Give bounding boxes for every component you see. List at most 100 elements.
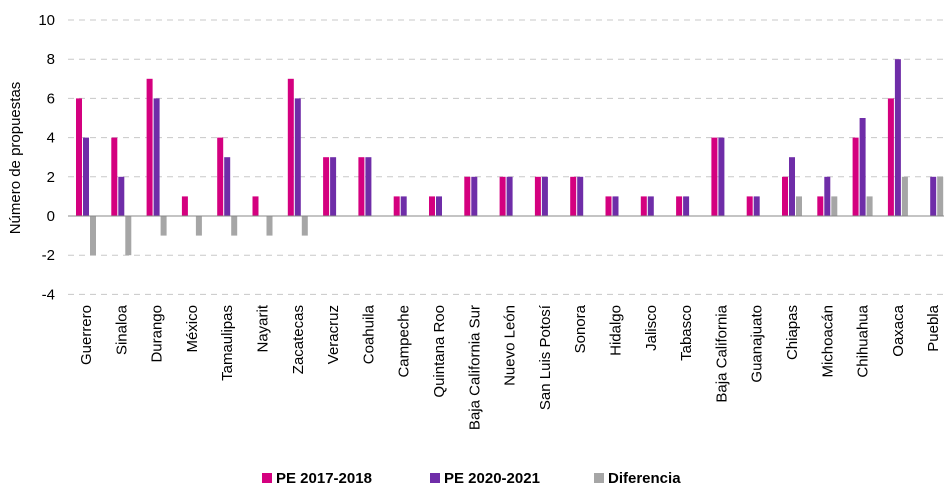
bar-pe-2020-2021 <box>753 196 760 216</box>
bar-pe-2017-2018 <box>570 176 577 216</box>
category-label: Sinaloa <box>113 304 130 355</box>
category-label: Michoacán <box>819 305 836 378</box>
bar-diferencia <box>231 216 238 236</box>
bar-pe-2017-2018 <box>76 98 82 216</box>
bar-pe-2020-2021 <box>365 157 372 216</box>
category-label: Coahuila <box>360 304 377 364</box>
bar-pe-2020-2021 <box>471 176 478 216</box>
bar-pe-2017-2018 <box>287 78 294 216</box>
category-label: Guerrero <box>78 305 95 365</box>
bar-diferencia <box>831 196 838 216</box>
category-label: Tabasco <box>678 305 695 361</box>
legend-swatch <box>594 473 604 483</box>
category-label: Campeche <box>396 305 413 378</box>
category-label: San Luis Potosí <box>537 304 554 410</box>
y-tick-label: 2 <box>47 169 55 186</box>
bar-pe-2020-2021 <box>930 176 937 216</box>
category-label: Baja California <box>713 304 730 402</box>
category-label: Chiapas <box>784 305 801 360</box>
legend-label: PE 2020-2021 <box>444 470 540 487</box>
bar-pe-2017-2018 <box>181 196 188 216</box>
bar-pe-2020-2021 <box>577 176 584 216</box>
category-label: Oaxaca <box>890 304 907 356</box>
y-axis-label: Número de propuestas <box>7 82 24 235</box>
bar-pe-2020-2021 <box>506 176 513 216</box>
category-label: Zacatecas <box>290 305 307 374</box>
category-label: Guanajuato <box>749 305 766 383</box>
category-label: Sonora <box>572 304 589 353</box>
category-label: México <box>184 305 201 353</box>
bar-pe-2017-2018 <box>605 196 612 216</box>
bar-diferencia <box>937 176 944 216</box>
bar-pe-2017-2018 <box>464 176 471 216</box>
y-axis-ticks: -4 -2 0 2 4 6 8 10 <box>38 12 55 303</box>
category-label: Jalisco <box>643 305 660 351</box>
bar-pe-2017-2018 <box>217 137 224 216</box>
category-label: Puebla <box>925 304 942 351</box>
bars <box>76 59 944 256</box>
bar-pe-2017-2018 <box>817 196 824 216</box>
bar-diferencia <box>90 216 96 256</box>
bar-diferencia <box>160 216 167 236</box>
bar-pe-2020-2021 <box>647 196 654 216</box>
category-label: Hidalgo <box>608 305 625 356</box>
bar-diferencia <box>796 196 802 216</box>
bar-pe-2017-2018 <box>782 176 788 216</box>
category-label: Baja California Sur <box>466 305 483 430</box>
bar-pe-2020-2021 <box>83 137 89 216</box>
bar-pe-2020-2021 <box>612 196 619 216</box>
y-tick-label: 4 <box>47 130 55 147</box>
y-tick-label: 10 <box>38 12 55 29</box>
bar-pe-2020-2021 <box>683 196 690 216</box>
bar-pe-2020-2021 <box>118 176 125 216</box>
category-label: Tamaulipas <box>219 305 236 381</box>
bar-pe-2017-2018 <box>358 157 365 216</box>
bar-pe-2017-2018 <box>640 196 647 216</box>
bar-pe-2020-2021 <box>294 98 301 216</box>
bar-pe-2020-2021 <box>894 59 901 217</box>
legend-label: PE 2017-2018 <box>276 470 372 487</box>
bar-pe-2017-2018 <box>252 196 259 216</box>
bar-pe-2020-2021 <box>330 157 337 216</box>
x-axis-categories: Guerrero Sinaloa Durango México Tamaulipas Na… <box>78 304 942 430</box>
legend-swatch <box>430 473 440 483</box>
bar-pe-2017-2018 <box>711 137 718 216</box>
bar-diferencia <box>866 196 873 216</box>
category-label: Chihuahua <box>855 304 872 377</box>
bar-pe-2020-2021 <box>824 176 831 216</box>
bar-pe-2017-2018 <box>323 157 330 216</box>
bar-diferencia <box>901 176 908 216</box>
legend-label: Diferencia <box>608 470 681 487</box>
category-label: Nayarit <box>255 304 272 352</box>
y-tick-label: 8 <box>47 51 55 68</box>
category-label: Quintana Roo <box>431 305 448 398</box>
category-label: Veracruz <box>325 305 342 364</box>
bar-pe-2020-2021 <box>436 196 442 216</box>
bar-pe-2017-2018 <box>393 196 400 216</box>
y-tick-label: -2 <box>42 247 55 264</box>
legend-swatch <box>262 473 272 483</box>
bar-pe-2020-2021 <box>224 157 231 216</box>
bar-pe-2017-2018 <box>534 176 541 216</box>
bar-pe-2017-2018 <box>499 176 506 216</box>
bar-pe-2017-2018 <box>746 196 753 216</box>
bar-pe-2020-2021 <box>400 196 407 216</box>
bar-pe-2020-2021 <box>541 176 548 216</box>
legend: PE 2017-2018 PE 2020-2021 Diferencia <box>262 470 681 487</box>
bar-pe-2017-2018 <box>429 196 435 216</box>
y-tick-label: -4 <box>42 286 55 303</box>
bar-diferencia <box>266 216 273 236</box>
bar-pe-2020-2021 <box>859 118 866 216</box>
bar-pe-2017-2018 <box>111 137 118 216</box>
bar-pe-2020-2021 <box>789 157 795 216</box>
y-tick-label: 6 <box>47 90 55 107</box>
bar-diferencia <box>301 216 308 236</box>
bar-pe-2017-2018 <box>852 137 859 216</box>
category-label: Nuevo León <box>502 305 519 386</box>
bar-pe-2017-2018 <box>887 98 894 216</box>
y-tick-label: 0 <box>47 208 55 225</box>
category-label: Durango <box>149 305 166 363</box>
bar-pe-2020-2021 <box>718 137 725 216</box>
bar-pe-2017-2018 <box>676 196 683 216</box>
